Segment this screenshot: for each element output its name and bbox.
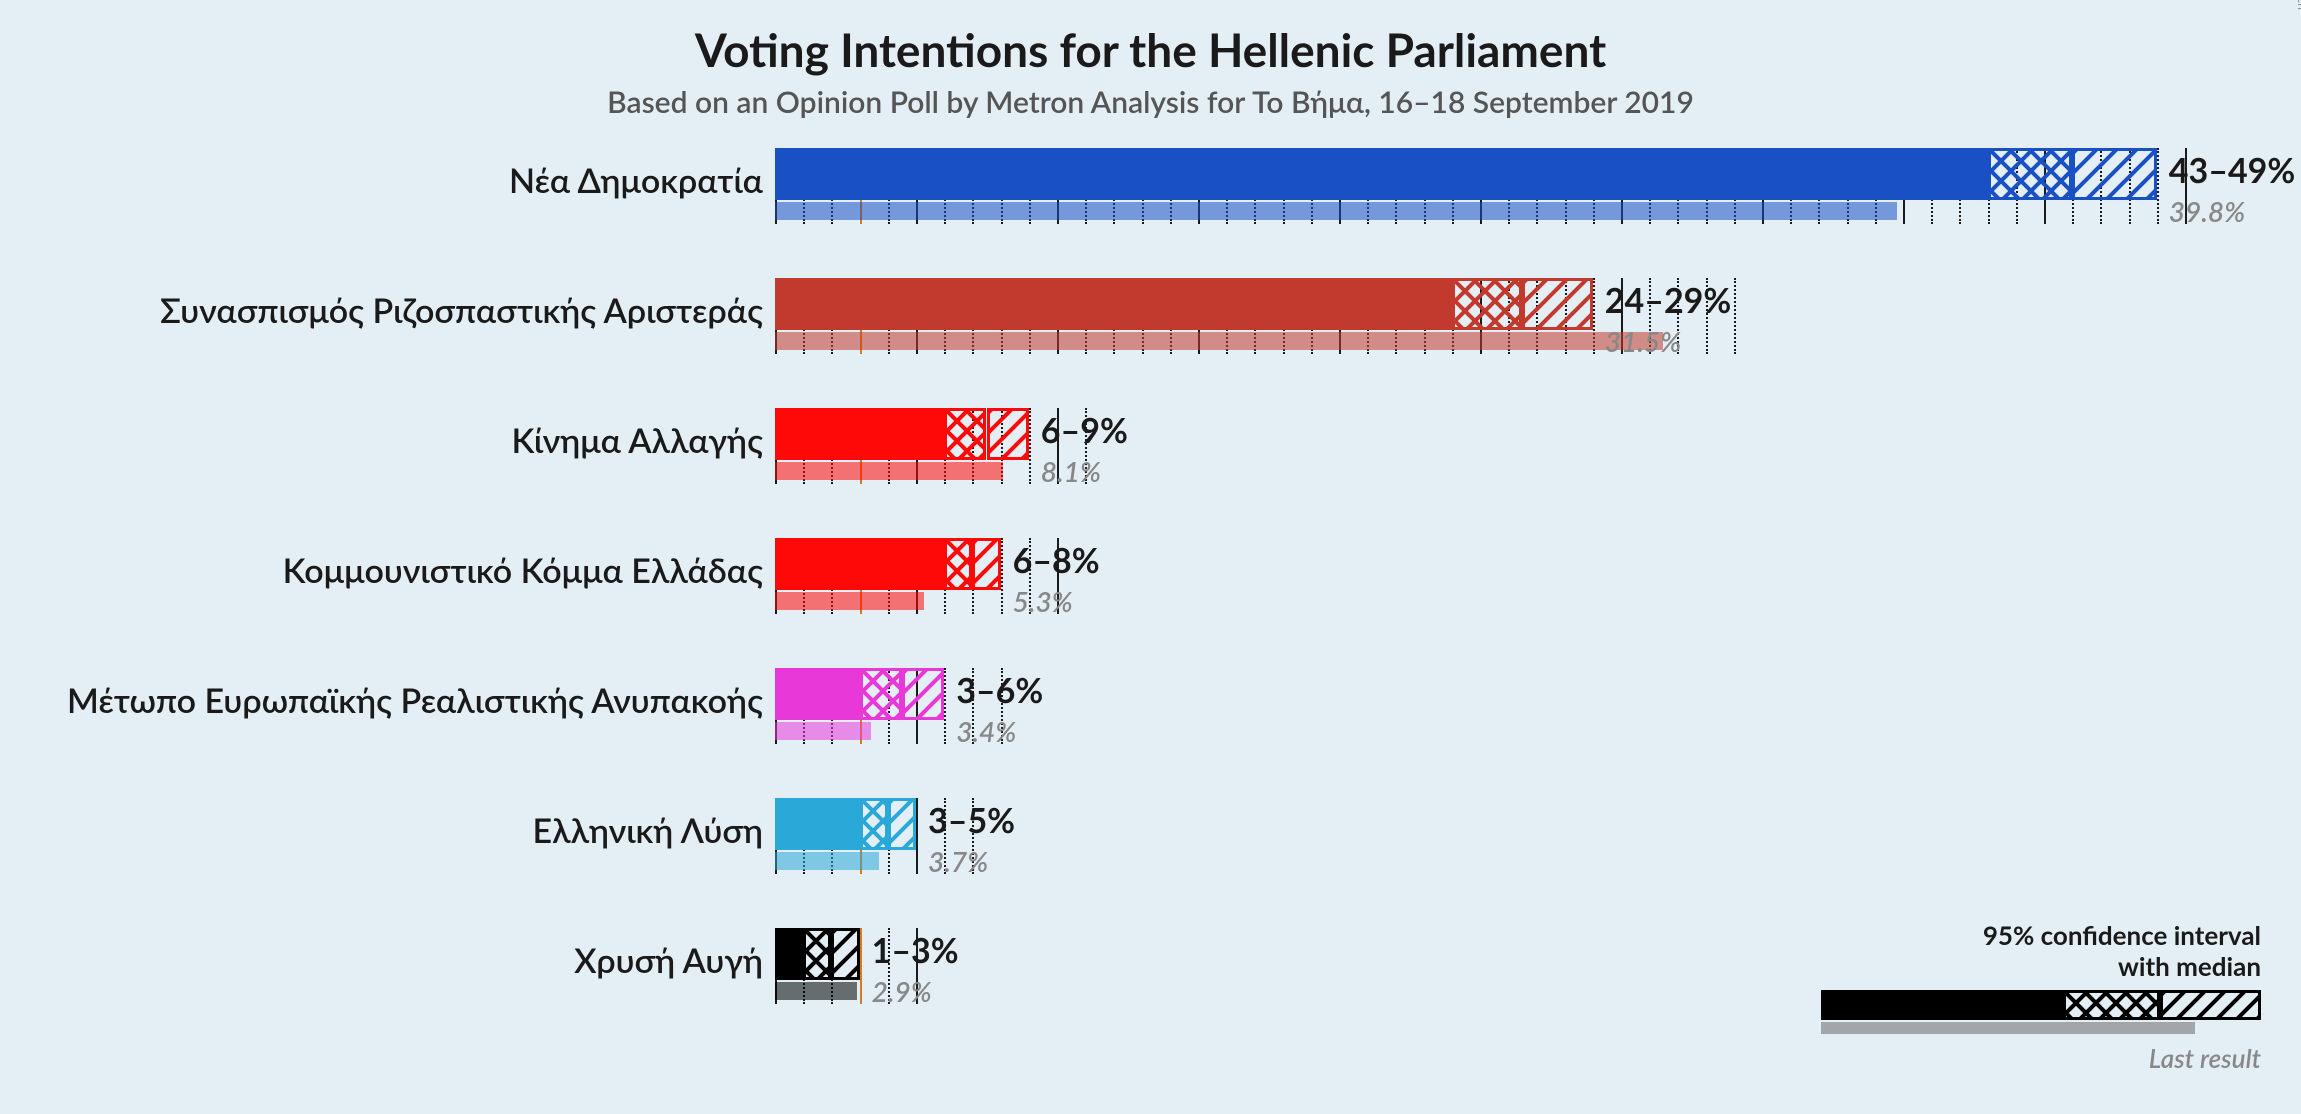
bar-last-result: [775, 332, 1663, 350]
bar-solid: [775, 278, 1452, 330]
copyright-text: © 2021 Filip van Laenen: [2295, 0, 2301, 10]
party-row: Κίνημα Αλλαγής 6–9%8.1%: [0, 400, 2301, 530]
value-range: 3–6%: [956, 670, 1043, 711]
value-last: 5.3%: [1013, 584, 1073, 618]
bar-hatch-cross: [1452, 278, 1523, 330]
legend-bar-hatch-diag: [2160, 990, 2261, 1020]
bar-last-result: [775, 722, 871, 740]
value-range: 24–29%: [1605, 280, 1731, 321]
party-label: Ελληνική Λύση: [533, 810, 763, 851]
value-last: 3.7%: [928, 844, 988, 878]
value-range: 43–49%: [2169, 150, 2295, 191]
value-last: 3.4%: [956, 714, 1016, 748]
party-label: Νέα Δημοκρατία: [509, 160, 763, 201]
bar-hatch-diag: [888, 798, 916, 850]
bar-last-result: [775, 462, 1003, 480]
chart-subtitle: Based on an Opinion Poll by Metron Analy…: [0, 84, 2301, 120]
legend-title-line1: 95% confidence interval: [1983, 919, 2261, 951]
value-range: 3–5%: [928, 800, 1015, 841]
tick-minor: [1029, 408, 1031, 484]
bar-hatch-cross: [860, 668, 902, 720]
bar-hatch-diag: [1522, 278, 1593, 330]
bar-solid: [775, 928, 803, 980]
party-label: Μέτωπο Ευρωπαϊκής Ρεαλιστικής Ανυπακοής: [67, 680, 763, 721]
value-range: 6–9%: [1041, 410, 1128, 451]
threshold-line: [860, 928, 862, 1004]
party-row: Κομμουνιστικό Κόμμα Ελλάδας 6–8%5.3%: [0, 530, 2301, 660]
bar-last-result: [775, 982, 857, 1000]
bar-hatch-diag: [831, 928, 859, 980]
bar-hatch-diag: [2072, 148, 2157, 200]
bar-last-result: [775, 592, 924, 610]
bar-solid: [775, 408, 944, 460]
party-label: Συνασπισμός Ριζοσπαστικής Αριστεράς: [160, 290, 763, 331]
legend-bar-last: [1821, 1022, 2195, 1034]
legend-bar-solid: [1821, 990, 2063, 1020]
bar-solid: [775, 798, 860, 850]
value-range: 1–3%: [872, 930, 959, 971]
party-label: Χρυσή Αυγή: [574, 940, 763, 981]
party-label: Κομμουνιστικό Κόμμα Ελλάδας: [283, 550, 763, 591]
tick-minor: [1734, 278, 1736, 354]
bar-hatch-diag: [972, 538, 1000, 590]
legend-title-line2: with median: [2118, 950, 2261, 982]
bar-hatch-cross: [944, 408, 986, 460]
legend-bar: [1821, 990, 2261, 1040]
bar-last-result: [775, 852, 879, 870]
bar-hatch-cross: [803, 928, 831, 980]
legend: 95% confidence interval with median Last…: [1821, 920, 2261, 1074]
bar-hatch-cross: [944, 538, 972, 590]
value-last: 39.8%: [2169, 194, 2245, 228]
legend-last-label: Last result: [1821, 1042, 2261, 1074]
bar-solid: [775, 148, 1988, 200]
legend-bar-hatch-cross: [2063, 990, 2160, 1020]
bar-hatch-cross: [860, 798, 888, 850]
tick-minor: [944, 668, 946, 744]
value-last: 31.5%: [1605, 324, 1681, 358]
bar-hatch-cross: [1988, 148, 2073, 200]
bar-hatch-diag: [902, 668, 944, 720]
chart-title: Voting Intentions for the Hellenic Parli…: [0, 22, 2301, 77]
legend-title: 95% confidence interval with median: [1821, 920, 2261, 982]
party-row: Συνασπισμός Ριζοσπαστικής Αριστεράς 24–29…: [0, 270, 2301, 400]
value-range: 6–8%: [1013, 540, 1100, 581]
bar-solid: [775, 668, 860, 720]
party-row: Μέτωπο Ευρωπαϊκής Ρεαλιστικής Ανυπακοής 3…: [0, 660, 2301, 790]
value-last: 2.9%: [872, 974, 932, 1008]
party-row: Νέα Δημοκρατία 43–49%39.8%: [0, 140, 2301, 270]
party-label: Κίνημα Αλλαγής: [512, 420, 763, 461]
tick-minor: [1001, 538, 1003, 614]
chart-area: Νέα Δημοκρατία 43–49%39.8% Συνασπισμός Ριζ…: [0, 140, 2301, 1050]
tick-minor: [2157, 148, 2159, 224]
bar-solid: [775, 538, 944, 590]
tick-major: [916, 798, 918, 874]
party-row: Ελληνική Λύση 3–5%3.7%: [0, 790, 2301, 920]
bar-last-result: [775, 202, 1897, 220]
bar-hatch-diag: [987, 408, 1029, 460]
value-last: 8.1%: [1041, 454, 1101, 488]
